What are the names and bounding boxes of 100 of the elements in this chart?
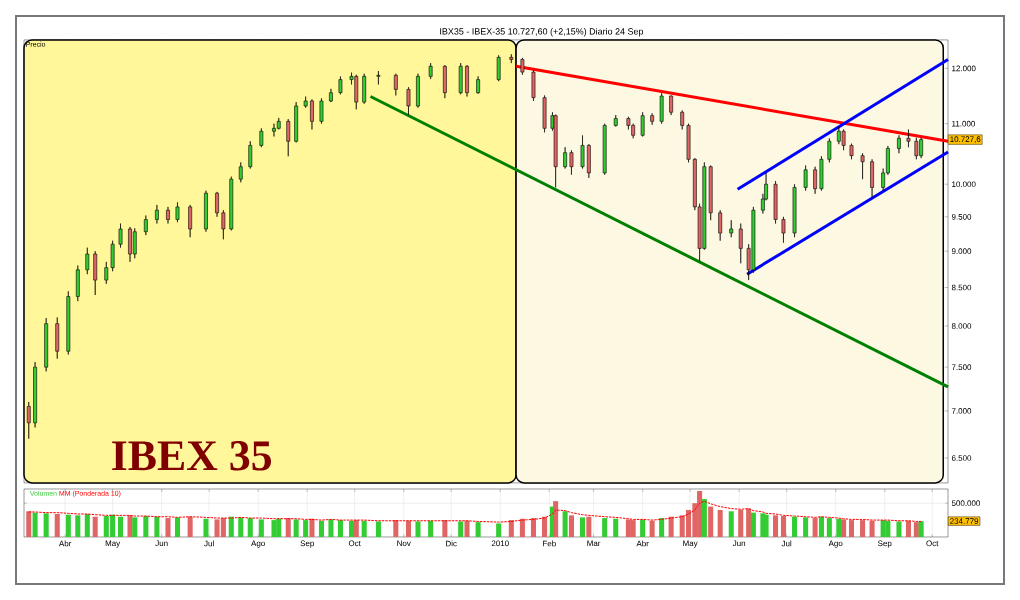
bar bbox=[860, 520, 866, 537]
candlestick bbox=[221, 209, 226, 240]
candlestick bbox=[428, 62, 433, 80]
candlestick bbox=[442, 64, 447, 99]
bar bbox=[738, 509, 744, 537]
bar bbox=[496, 523, 502, 537]
candlestick bbox=[602, 123, 607, 176]
bar bbox=[562, 511, 568, 537]
candlestick bbox=[338, 76, 343, 95]
candlestick bbox=[553, 114, 558, 188]
bar bbox=[464, 520, 470, 537]
candlestick bbox=[813, 166, 817, 195]
candlestick bbox=[569, 149, 574, 176]
candlestick bbox=[229, 176, 234, 231]
bar bbox=[92, 516, 98, 537]
bar bbox=[54, 514, 60, 537]
candlestick bbox=[132, 227, 137, 259]
bar bbox=[32, 512, 38, 537]
bar bbox=[717, 509, 723, 537]
bar bbox=[826, 518, 832, 537]
bar bbox=[75, 515, 81, 537]
bar bbox=[154, 516, 160, 537]
bar bbox=[348, 520, 355, 537]
candlestick bbox=[659, 92, 664, 124]
bar bbox=[792, 516, 798, 537]
candlestick bbox=[294, 101, 299, 143]
bar bbox=[530, 518, 536, 537]
candlestick bbox=[376, 70, 381, 85]
candlestick bbox=[773, 180, 778, 224]
candlestick bbox=[416, 73, 420, 108]
candlestick bbox=[729, 219, 734, 238]
candlestick bbox=[465, 64, 469, 97]
bar bbox=[649, 520, 655, 537]
candlestick bbox=[897, 135, 901, 154]
bar bbox=[630, 520, 636, 537]
candlestick bbox=[93, 250, 98, 296]
bar bbox=[836, 518, 842, 537]
bar bbox=[508, 520, 514, 537]
bar bbox=[127, 515, 133, 537]
candlestick bbox=[476, 76, 480, 95]
bar bbox=[361, 520, 367, 537]
candlestick bbox=[393, 73, 398, 96]
bar bbox=[568, 515, 574, 537]
candlestick bbox=[75, 265, 80, 302]
bar bbox=[393, 520, 399, 537]
candlestick bbox=[66, 290, 71, 355]
bar bbox=[174, 517, 181, 537]
bar bbox=[542, 516, 548, 537]
candlestick bbox=[827, 138, 832, 163]
candlestick bbox=[870, 159, 874, 198]
bar bbox=[918, 521, 924, 537]
candlestick bbox=[303, 96, 308, 108]
candlestick bbox=[85, 247, 90, 275]
bar bbox=[271, 520, 277, 537]
bar bbox=[803, 517, 809, 537]
bar bbox=[26, 511, 32, 537]
bar bbox=[65, 514, 71, 537]
candlestick bbox=[860, 152, 865, 180]
candlestick bbox=[175, 201, 180, 223]
candlestick bbox=[613, 114, 618, 127]
bar bbox=[293, 519, 299, 537]
bar bbox=[442, 520, 448, 537]
bar bbox=[318, 520, 324, 537]
candlestick bbox=[55, 317, 60, 359]
bar bbox=[415, 521, 421, 537]
candlestick bbox=[669, 95, 674, 116]
candlestick bbox=[33, 361, 37, 428]
annotation: IBEX 35 bbox=[112, 441, 272, 471]
bar bbox=[309, 518, 315, 537]
candlestick bbox=[155, 204, 159, 224]
bar bbox=[869, 520, 875, 537]
bar bbox=[328, 519, 334, 537]
bar bbox=[187, 516, 193, 537]
bar bbox=[708, 506, 714, 537]
bar bbox=[405, 520, 412, 537]
candlestick bbox=[248, 140, 253, 169]
bar bbox=[519, 518, 525, 537]
candlestick bbox=[580, 135, 585, 169]
bar bbox=[579, 517, 586, 537]
bar bbox=[143, 516, 149, 537]
candlestick bbox=[204, 190, 208, 233]
candlestick bbox=[310, 99, 314, 130]
bar bbox=[780, 516, 786, 537]
candlestick bbox=[520, 57, 525, 76]
bar bbox=[337, 520, 343, 537]
candlestick bbox=[238, 162, 243, 183]
candlestick bbox=[286, 118, 291, 157]
bar bbox=[773, 515, 779, 537]
candlestick bbox=[118, 223, 123, 248]
candlestick bbox=[166, 206, 170, 224]
candlestick bbox=[215, 191, 219, 218]
bar bbox=[659, 518, 665, 537]
candlestick bbox=[496, 54, 501, 82]
candlestick bbox=[738, 223, 743, 264]
bar bbox=[896, 521, 902, 537]
candlestick bbox=[542, 95, 547, 133]
candlestick bbox=[319, 97, 324, 124]
bar bbox=[165, 518, 171, 537]
candlestick bbox=[906, 129, 911, 148]
bar bbox=[812, 518, 818, 537]
